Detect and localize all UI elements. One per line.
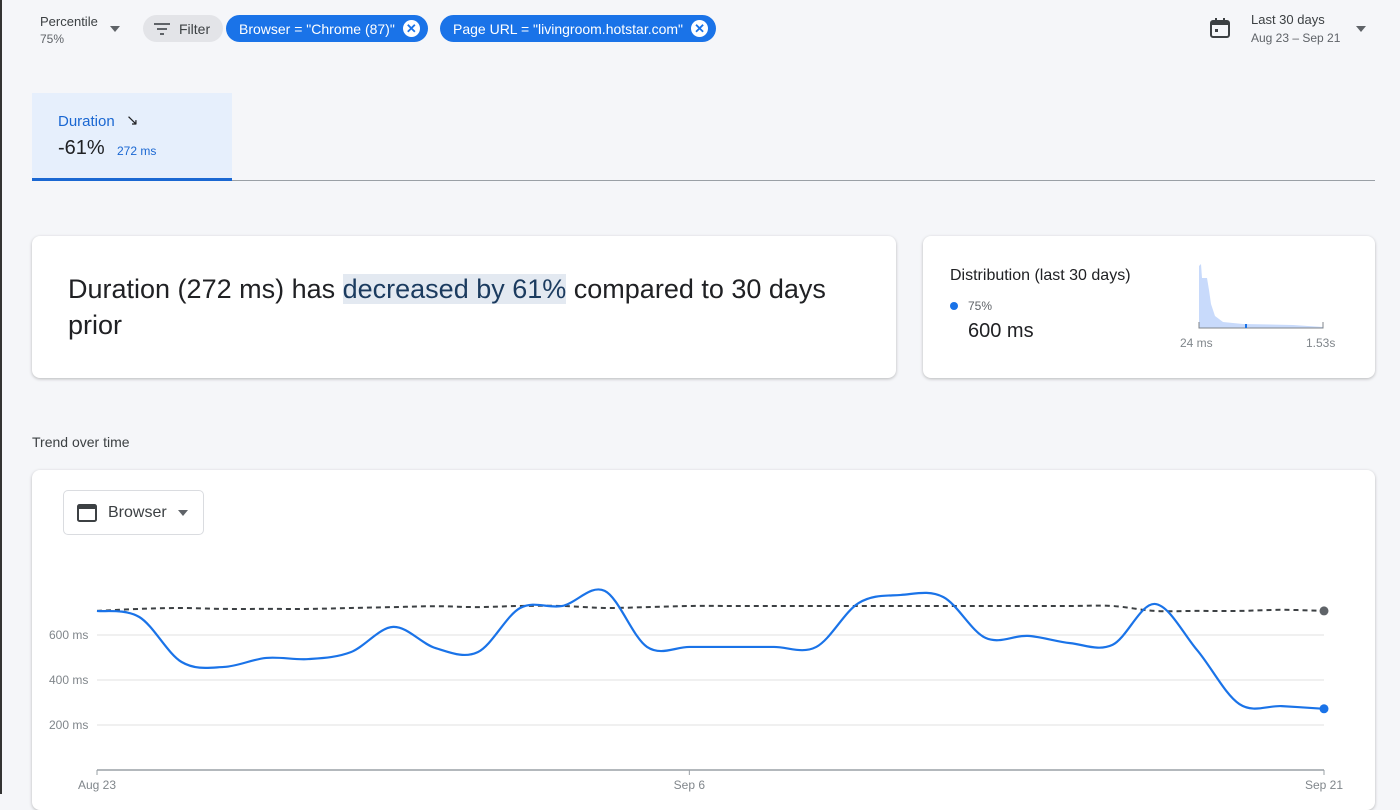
- distribution-card: Distribution (last 30 days) 75% 600 ms 2…: [923, 236, 1375, 378]
- select-label: Browser: [108, 503, 167, 521]
- tab-label: Duration: [58, 113, 115, 130]
- tab-duration[interactable]: Duration ↘ -61% 272 ms: [32, 93, 232, 181]
- percentile-label[interactable]: Percentile: [40, 14, 98, 29]
- y-tick-label: 200 ms: [49, 718, 88, 732]
- browser-dimension-select[interactable]: Browser: [63, 490, 204, 535]
- date-range-label[interactable]: Last 30 days: [1251, 12, 1325, 27]
- percentile-dropdown-icon[interactable]: [110, 26, 120, 32]
- distribution-value: 600 ms: [968, 320, 1034, 342]
- close-icon[interactable]: ✕: [402, 20, 420, 37]
- y-tick-label: 400 ms: [49, 673, 88, 687]
- date-range-value[interactable]: Aug 23 – Sep 21: [1251, 31, 1341, 45]
- arrow-down-right-icon: ↘: [126, 112, 139, 129]
- legend-dot-icon: [950, 302, 958, 310]
- filter-label: Filter: [179, 20, 211, 37]
- filter-chip-browser[interactable]: Browser = "Chrome (87)" ✕: [226, 15, 428, 42]
- distribution-legend: 75%: [968, 299, 993, 313]
- tab-change: -61%: [58, 137, 105, 159]
- chevron-down-icon: [177, 509, 188, 516]
- distribution-title: Distribution (last 30 days): [950, 267, 1131, 284]
- chip-label: Browser = "Chrome (87)": [239, 20, 395, 37]
- summary-suffix: compared to 30 days prior: [68, 274, 826, 340]
- tab-value: 272 ms: [117, 144, 157, 158]
- trend-title: Trend over time: [32, 434, 130, 450]
- y-tick-label: 600 ms: [49, 628, 88, 642]
- series-end-point: [1319, 606, 1329, 616]
- x-tick-label: Aug 23: [78, 778, 116, 792]
- summary-prefix: Duration (272 ms) has: [68, 274, 343, 304]
- browser-window-icon: [77, 503, 97, 522]
- distribution-min-label: 24 ms: [1180, 336, 1213, 350]
- chip-label: Page URL = "livingroom.hotstar.com": [453, 20, 684, 37]
- distribution-max-label: 1.53s: [1306, 336, 1336, 350]
- x-tick-label: Sep 21: [1305, 778, 1343, 792]
- trend-card: Browser: [32, 470, 1375, 810]
- filter-button[interactable]: Filter: [143, 15, 224, 42]
- distribution-histogram: [1198, 264, 1324, 329]
- close-icon[interactable]: ✕: [691, 20, 709, 37]
- filter-chip-page-url[interactable]: Page URL = "livingroom.hotstar.com" ✕: [440, 15, 717, 42]
- calendar-icon[interactable]: [1209, 17, 1231, 39]
- filter-icon: [154, 22, 170, 35]
- summary-card: Duration (272 ms) has decreased by 61% c…: [32, 236, 896, 378]
- summary-highlight: decreased by 61%: [342, 274, 567, 304]
- current-series-line: [96, 588, 1325, 710]
- percentile-value[interactable]: 75%: [40, 32, 65, 46]
- series-end-point: [1319, 704, 1329, 714]
- date-range-dropdown-icon[interactable]: [1356, 26, 1366, 32]
- comparison-series-line: [96, 604, 1325, 613]
- x-tick-label: Sep 6: [674, 778, 706, 792]
- trend-chart: 200 ms 400 ms 600 ms Aug 23 Sep 6 Sep 21: [49, 588, 1343, 792]
- tab-divider: [232, 180, 1375, 181]
- summary-text: Duration (272 ms) has decreased by 61% c…: [68, 271, 868, 343]
